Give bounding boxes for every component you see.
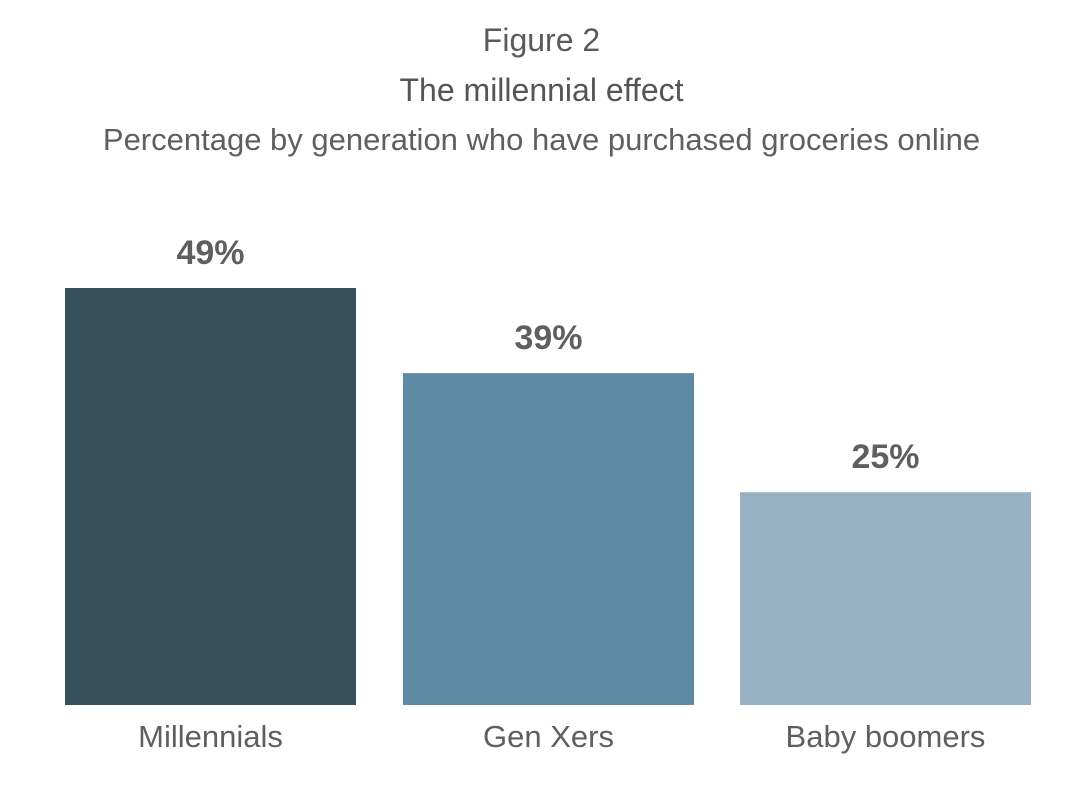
- chart-title: The millennial effect: [399, 72, 684, 108]
- bar-gen-xers: [403, 373, 694, 705]
- bar-baby-boomers: [740, 492, 1031, 705]
- bar-value-label: 25%: [851, 438, 919, 476]
- bar-value-label: 39%: [514, 319, 582, 357]
- figure-label: Figure 2: [482, 22, 601, 58]
- category-label: Baby boomers: [786, 719, 986, 754]
- chart-subtitle: Percentage by generation who have purcha…: [102, 122, 981, 157]
- bar-value-label: 49%: [176, 234, 244, 272]
- category-label: Gen Xers: [483, 719, 614, 754]
- category-label: Millennials: [138, 719, 283, 754]
- bar-millennials: [65, 288, 356, 705]
